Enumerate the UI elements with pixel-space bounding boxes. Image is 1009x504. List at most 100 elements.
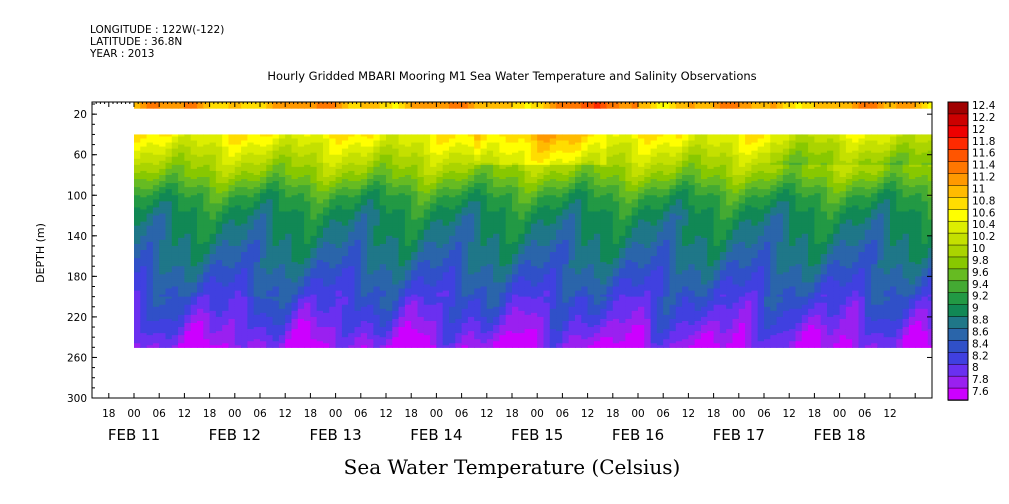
longitude-label: LONGITUDE : 122W(-122) bbox=[90, 24, 225, 36]
colorbar-tick-label: 8.6 bbox=[972, 326, 989, 338]
x-tick-label: 18 bbox=[808, 408, 821, 420]
x-tick-label: 18 bbox=[505, 408, 518, 420]
x-tick-label: 00 bbox=[329, 408, 342, 420]
x-tick-label: 06 bbox=[153, 408, 167, 420]
x-tick-label: 00 bbox=[430, 408, 443, 420]
y-tick-label: 60 bbox=[74, 150, 87, 162]
x-date-label: FEB 12 bbox=[209, 426, 261, 444]
year-label: YEAR : 2013 bbox=[90, 48, 155, 60]
colorbar-tick-label: 9.2 bbox=[972, 291, 989, 303]
colorbar-tick-label: 9 bbox=[972, 303, 979, 315]
x-date-label: FEB 15 bbox=[511, 426, 563, 444]
x-date-label: FEB 16 bbox=[612, 426, 664, 444]
x-date-label: FEB 13 bbox=[309, 426, 361, 444]
y-axis-label: DEPTH (m) bbox=[34, 223, 47, 283]
colorbar-swatch bbox=[947, 304, 969, 318]
x-tick-label: 18 bbox=[304, 408, 317, 420]
colorbar-swatch bbox=[947, 292, 969, 306]
y-tick-label: 180 bbox=[67, 271, 87, 283]
x-tick-label: 00 bbox=[833, 408, 846, 420]
colorbar-tick-label: 11 bbox=[972, 183, 985, 195]
colorbar-swatch bbox=[947, 101, 969, 115]
x-date-label: FEB 17 bbox=[713, 426, 765, 444]
colorbar-tick-label: 7.6 bbox=[972, 386, 989, 398]
colorbar-swatch bbox=[947, 268, 969, 282]
colorbar-swatch bbox=[947, 113, 969, 127]
x-tick-label: 06 bbox=[757, 408, 771, 420]
temperature-field bbox=[134, 102, 933, 348]
x-tick-label: 18 bbox=[102, 408, 115, 420]
colorbar-tick-label: 11.4 bbox=[972, 160, 996, 172]
x-date-label: FEB 11 bbox=[108, 426, 160, 444]
colorbar-swatch bbox=[947, 137, 969, 151]
x-tick-label: 18 bbox=[405, 408, 418, 420]
x-tick-label: 18 bbox=[606, 408, 619, 420]
x-tick-label: 00 bbox=[228, 408, 241, 420]
colorbar-swatch bbox=[947, 280, 969, 294]
colorbar-swatch bbox=[947, 185, 969, 199]
x-tick-label: 12 bbox=[279, 408, 292, 420]
colorbar-swatch bbox=[947, 375, 969, 389]
chart-title: Hourly Gridded MBARI Mooring M1 Sea Wate… bbox=[267, 69, 756, 83]
colorbar-tick-label: 9.4 bbox=[972, 279, 989, 291]
x-tick-label: 00 bbox=[631, 408, 644, 420]
x-tick-label: 18 bbox=[707, 408, 720, 420]
colorbar-swatch bbox=[947, 197, 969, 211]
colorbar-tick-label: 11.2 bbox=[972, 172, 995, 184]
colorbar-swatch bbox=[947, 220, 969, 234]
colorbar-tick-label: 11.8 bbox=[972, 136, 995, 148]
colorbar-tick-label: 9.6 bbox=[972, 267, 989, 279]
x-tick-label: 00 bbox=[732, 408, 745, 420]
colorbar-tick-label: 10.8 bbox=[972, 195, 995, 207]
colorbar-tick-label: 8.8 bbox=[972, 315, 989, 327]
colorbar-tick-label: 8.2 bbox=[972, 350, 989, 362]
colorbar-tick-label: 12 bbox=[972, 124, 985, 136]
colorbar-tick-label: 10.2 bbox=[972, 231, 995, 243]
colorbar-swatch bbox=[947, 363, 969, 377]
x-tick-label: 00 bbox=[127, 408, 140, 420]
colorbar-frame bbox=[947, 101, 969, 401]
colorbar-swatch bbox=[947, 149, 969, 163]
latitude-label: LATITUDE : 36.8N bbox=[90, 36, 183, 48]
colorbar-swatch bbox=[947, 161, 969, 175]
colorbar-swatch bbox=[947, 316, 969, 330]
colorbar-swatch bbox=[947, 232, 969, 246]
x-tick-label: 06 bbox=[657, 408, 671, 420]
x-tick-label: 00 bbox=[531, 408, 544, 420]
colorbar-swatch bbox=[947, 387, 969, 401]
colorbar-tick-label: 7.8 bbox=[972, 374, 989, 386]
colorbar-tick-label: 12.4 bbox=[972, 100, 996, 112]
colorbar-tick-label: 11.6 bbox=[972, 148, 996, 160]
x-tick-label: 12 bbox=[682, 408, 695, 420]
y-tick-label: 260 bbox=[67, 352, 87, 364]
y-tick-label: 20 bbox=[74, 109, 87, 121]
x-tick-label: 12 bbox=[783, 408, 796, 420]
colorbar-swatch bbox=[947, 256, 969, 270]
colorbar-swatch bbox=[947, 173, 969, 187]
colorbar-tick-label: 10 bbox=[972, 243, 985, 255]
colorbar-label: Sea Water Temperature (Celsius) bbox=[344, 455, 681, 479]
colorbar-swatch bbox=[947, 340, 969, 354]
colorbar-swatch bbox=[947, 244, 969, 258]
x-tick-label: 06 bbox=[354, 408, 368, 420]
x-tick-label: 06 bbox=[253, 408, 267, 420]
x-tick-label: 06 bbox=[556, 408, 570, 420]
x-date-label: FEB 14 bbox=[410, 426, 462, 444]
x-tick-label: 12 bbox=[480, 408, 493, 420]
x-tick-label: 12 bbox=[883, 408, 896, 420]
colorbar-tick-label: 10.4 bbox=[972, 219, 996, 231]
x-tick-label: 12 bbox=[379, 408, 392, 420]
x-tick-label: 12 bbox=[581, 408, 594, 420]
y-tick-label: 140 bbox=[67, 231, 87, 243]
colorbar-swatch bbox=[947, 209, 969, 222]
x-tick-label: 06 bbox=[858, 408, 872, 420]
y-tick-label: 300 bbox=[67, 393, 87, 405]
x-tick-label: 12 bbox=[178, 408, 191, 420]
colorbar-swatch bbox=[947, 125, 969, 139]
x-date-label: FEB 18 bbox=[813, 426, 865, 444]
colorbar-swatch bbox=[947, 352, 969, 365]
colorbar-tick-label: 9.8 bbox=[972, 255, 989, 267]
colorbar-tick-label: 8 bbox=[972, 362, 979, 374]
x-tick-label: 06 bbox=[455, 408, 469, 420]
